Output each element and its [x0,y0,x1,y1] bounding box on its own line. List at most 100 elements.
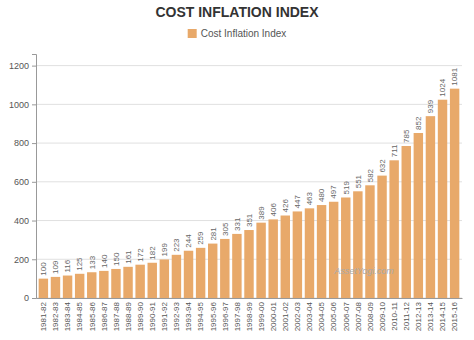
data-label: 172 [136,248,145,262]
x-tick: 1996-97 [221,301,230,331]
x-tick: 2006-07 [342,301,351,331]
x-tick-label: 2004-05 [317,301,326,331]
watermark: AssetYogi.com [333,266,394,276]
x-tick: 1995-96 [209,301,218,331]
y-tick: 600 [14,177,36,187]
data-label: 463 [305,191,314,205]
bar [148,263,157,298]
x-tick: 2010-11 [390,301,399,330]
bar [99,271,108,298]
x-tick-label: 1998-99 [245,301,254,331]
data-label: 116 [63,259,72,272]
x-tick-label: 1987-88 [112,301,121,331]
bar [87,272,96,298]
y-tick: 800 [14,138,36,148]
y-tick: 1000 [9,100,36,110]
x-tick-label: 2007-08 [354,301,363,331]
data-label: 244 [184,234,193,248]
x-tick: 2015-16 [450,301,459,331]
bar [256,223,265,298]
x-tick: 2000-01 [269,301,278,331]
bar [281,216,290,298]
bar [220,239,229,298]
legend-label: Cost Inflation Index [201,28,287,39]
x-tick: 1989-90 [136,301,145,331]
x-tick-label: 2015-16 [450,301,459,331]
data-label: 305 [221,222,230,236]
x-tick-label: 2014-15 [438,301,447,331]
bar [135,265,144,298]
x-tick-label: 1988-89 [124,301,133,331]
data-label: 161 [124,250,133,264]
y-tick-label: 1000 [9,100,29,110]
bar [438,100,447,298]
data-label: 259 [196,231,205,245]
data-label: 480 [317,188,326,202]
x-tick: 1997-98 [233,301,242,331]
data-label: 426 [281,199,290,213]
legend-swatch [188,29,197,38]
bar [414,133,423,298]
legend-item: Cost Inflation Index [188,28,287,39]
x-tick-label: 2008-09 [366,301,375,331]
data-label: 497 [329,185,338,199]
x-tick-label: 1991-92 [160,301,169,331]
x-tick-label: 2012-13 [414,301,423,331]
x-tick-label: 2009-10 [378,301,387,331]
y-tick-label: 200 [14,255,29,265]
x-tick: 1990-91 [148,301,157,331]
data-labels: 1001091161251331401501611721821992232442… [39,67,459,275]
x-tick-label: 1994-95 [196,301,205,331]
x-tick: 2009-10 [378,301,387,331]
x-tick-label: 2010-11 [390,301,399,330]
x-tick: 1998-99 [245,301,254,331]
x-tick-label: 2013-14 [426,301,435,331]
x-tick: 2002-03 [293,301,302,331]
bar [196,248,205,298]
x-axis: 1981-821982-831983-841984-851985-861986-… [37,299,463,332]
x-tick-label: 2001-02 [281,301,290,331]
data-label: 582 [366,168,375,182]
x-tick-label: 1986-87 [100,301,109,331]
x-tick: 1988-89 [124,301,133,331]
grid [36,66,462,298]
x-tick: 1991-92 [160,301,169,331]
x-tick: 2008-09 [366,301,375,331]
x-tick-label: 2000-01 [269,301,278,331]
data-label: 551 [354,174,363,188]
bar [75,274,84,298]
x-tick: 2001-02 [281,301,290,331]
x-tick: 1984-85 [75,301,84,331]
bar [160,259,169,298]
data-label: 785 [402,129,411,143]
bar [111,269,120,298]
bars [39,89,460,298]
bar [268,219,277,298]
data-label: 150 [112,252,121,266]
bar [365,185,374,298]
bar [184,251,193,298]
data-label: 939 [426,99,435,113]
grid-line [36,104,462,105]
data-label: 100 [39,262,48,276]
x-tick-label: 1997-98 [233,301,242,331]
bar [172,255,181,298]
data-label: 406 [269,202,278,216]
bar [317,205,326,298]
data-label: 447 [293,195,302,209]
y-tick-mark [32,104,36,105]
bar [450,89,459,298]
grid-line [36,143,462,144]
data-label: 182 [148,246,157,260]
legend: Cost Inflation Index [188,28,287,39]
data-label: 1081 [450,67,459,85]
x-tick: 2014-15 [438,301,447,331]
x-tick: 1987-88 [112,301,121,331]
grid-line [36,65,462,66]
x-axis-line [37,298,463,299]
x-tick: 1993-94 [184,301,193,331]
x-tick-label: 1992-93 [172,301,181,331]
x-tick-label: 2002-03 [293,301,302,331]
x-tick-label: 1989-90 [136,301,145,331]
data-label: 223 [172,238,181,252]
